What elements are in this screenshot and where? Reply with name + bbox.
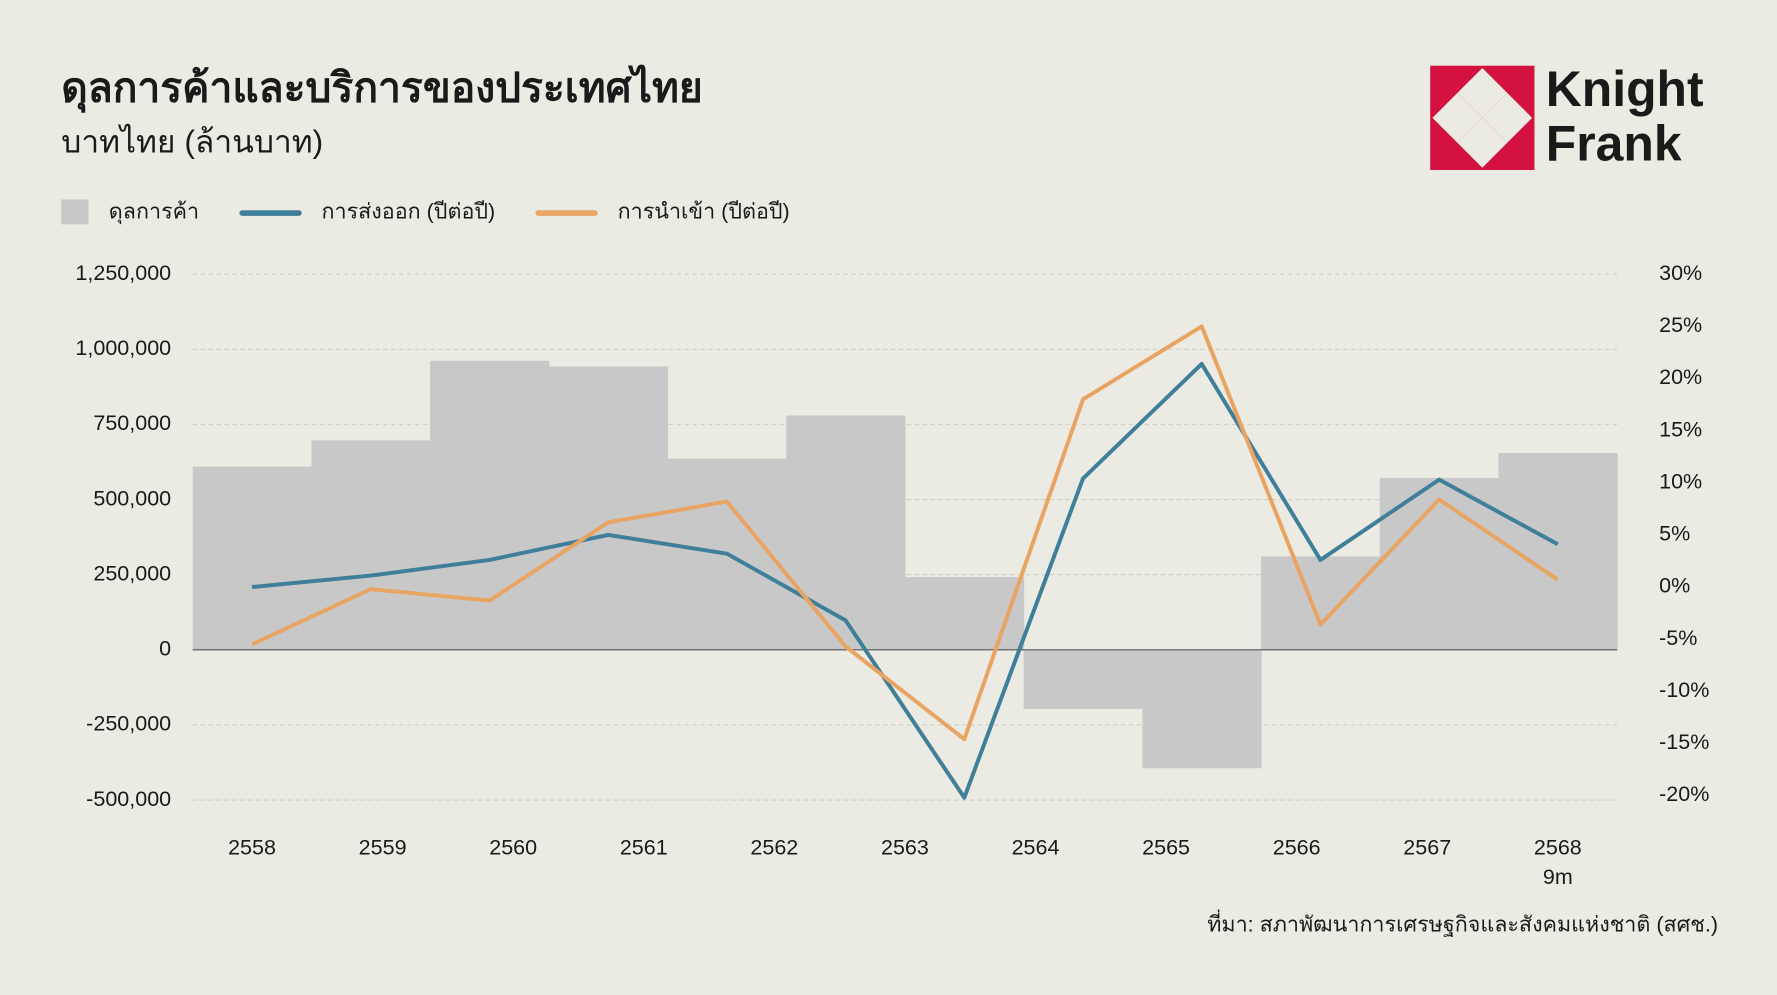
y-tick-label: 1,000,000 xyxy=(75,336,171,360)
legend-label: ดุลการค้า xyxy=(109,200,199,225)
x-tick-label: 2568 xyxy=(1534,835,1582,859)
y2-tick-label: 20% xyxy=(1659,365,1702,389)
legend-label: การนำเข้า (ปีต่อปี) xyxy=(618,200,790,224)
logo: Knight Frank xyxy=(1430,61,1704,171)
x-tick-label: 2563 xyxy=(881,835,929,859)
x-tick-label: 2565 xyxy=(1142,835,1190,859)
logo-text: Knight xyxy=(1546,61,1704,117)
source: ที่มา: สภาพัฒนาการเศรษฐกิจและสังคมแห่งชา… xyxy=(1207,910,1718,938)
x-tick-label: 2558 xyxy=(228,835,276,859)
chart-subtitle: บาทไทย (ล้านบาท) xyxy=(61,123,323,159)
y-tick-label: 0 xyxy=(159,637,171,661)
bar xyxy=(548,366,669,650)
y-tick-label: -500,000 xyxy=(86,787,171,811)
legend-swatch xyxy=(61,199,89,225)
bar xyxy=(311,440,431,650)
logo-cut xyxy=(1482,92,1533,143)
x-tick-label: 2561 xyxy=(620,835,668,859)
bar xyxy=(904,577,1025,650)
y2-tick-label: 10% xyxy=(1659,469,1702,493)
bar xyxy=(1023,649,1143,710)
y2-tick-label: 15% xyxy=(1659,417,1702,441)
legend-label: การส่งออก (ปีต่อปี) xyxy=(322,200,496,224)
y-tick-label: 1,250,000 xyxy=(75,261,171,285)
x-tick-label: 2564 xyxy=(1012,835,1060,859)
bar xyxy=(786,415,906,650)
line xyxy=(251,361,1559,800)
x-tick-note: 9m xyxy=(1543,865,1573,889)
x-tick-label: 2566 xyxy=(1273,835,1321,859)
y-tick-label: 250,000 xyxy=(93,561,171,585)
y2-tick-label: 25% xyxy=(1659,313,1702,337)
y2-tick-label: 5% xyxy=(1659,522,1690,546)
x-tick-label: 2567 xyxy=(1403,835,1451,859)
y2-tick-label: 0% xyxy=(1659,574,1690,598)
y2-tick-label: -20% xyxy=(1659,782,1709,806)
chart-title: ดุลการค้าและบริการของประเทศไทย xyxy=(61,63,703,113)
y2-tick-label: -15% xyxy=(1659,730,1709,754)
bar xyxy=(192,466,312,650)
y2-tick-label: 30% xyxy=(1659,261,1702,285)
y2-tick-label: -10% xyxy=(1659,678,1709,702)
bar xyxy=(1142,649,1262,769)
logo-text: Frank xyxy=(1546,115,1682,171)
bar xyxy=(1261,556,1381,650)
x-tick-label: 2562 xyxy=(750,835,798,859)
y2-tick-label: -5% xyxy=(1659,626,1697,650)
x-tick-label: 2559 xyxy=(359,835,407,859)
y-tick-label: -250,000 xyxy=(86,712,171,736)
x-tick-label: 2560 xyxy=(489,835,537,859)
line xyxy=(251,324,1559,742)
bar xyxy=(430,360,550,650)
y-tick-label: 750,000 xyxy=(93,411,171,435)
y-tick-label: 500,000 xyxy=(93,486,171,510)
logo-cut xyxy=(1432,92,1483,143)
